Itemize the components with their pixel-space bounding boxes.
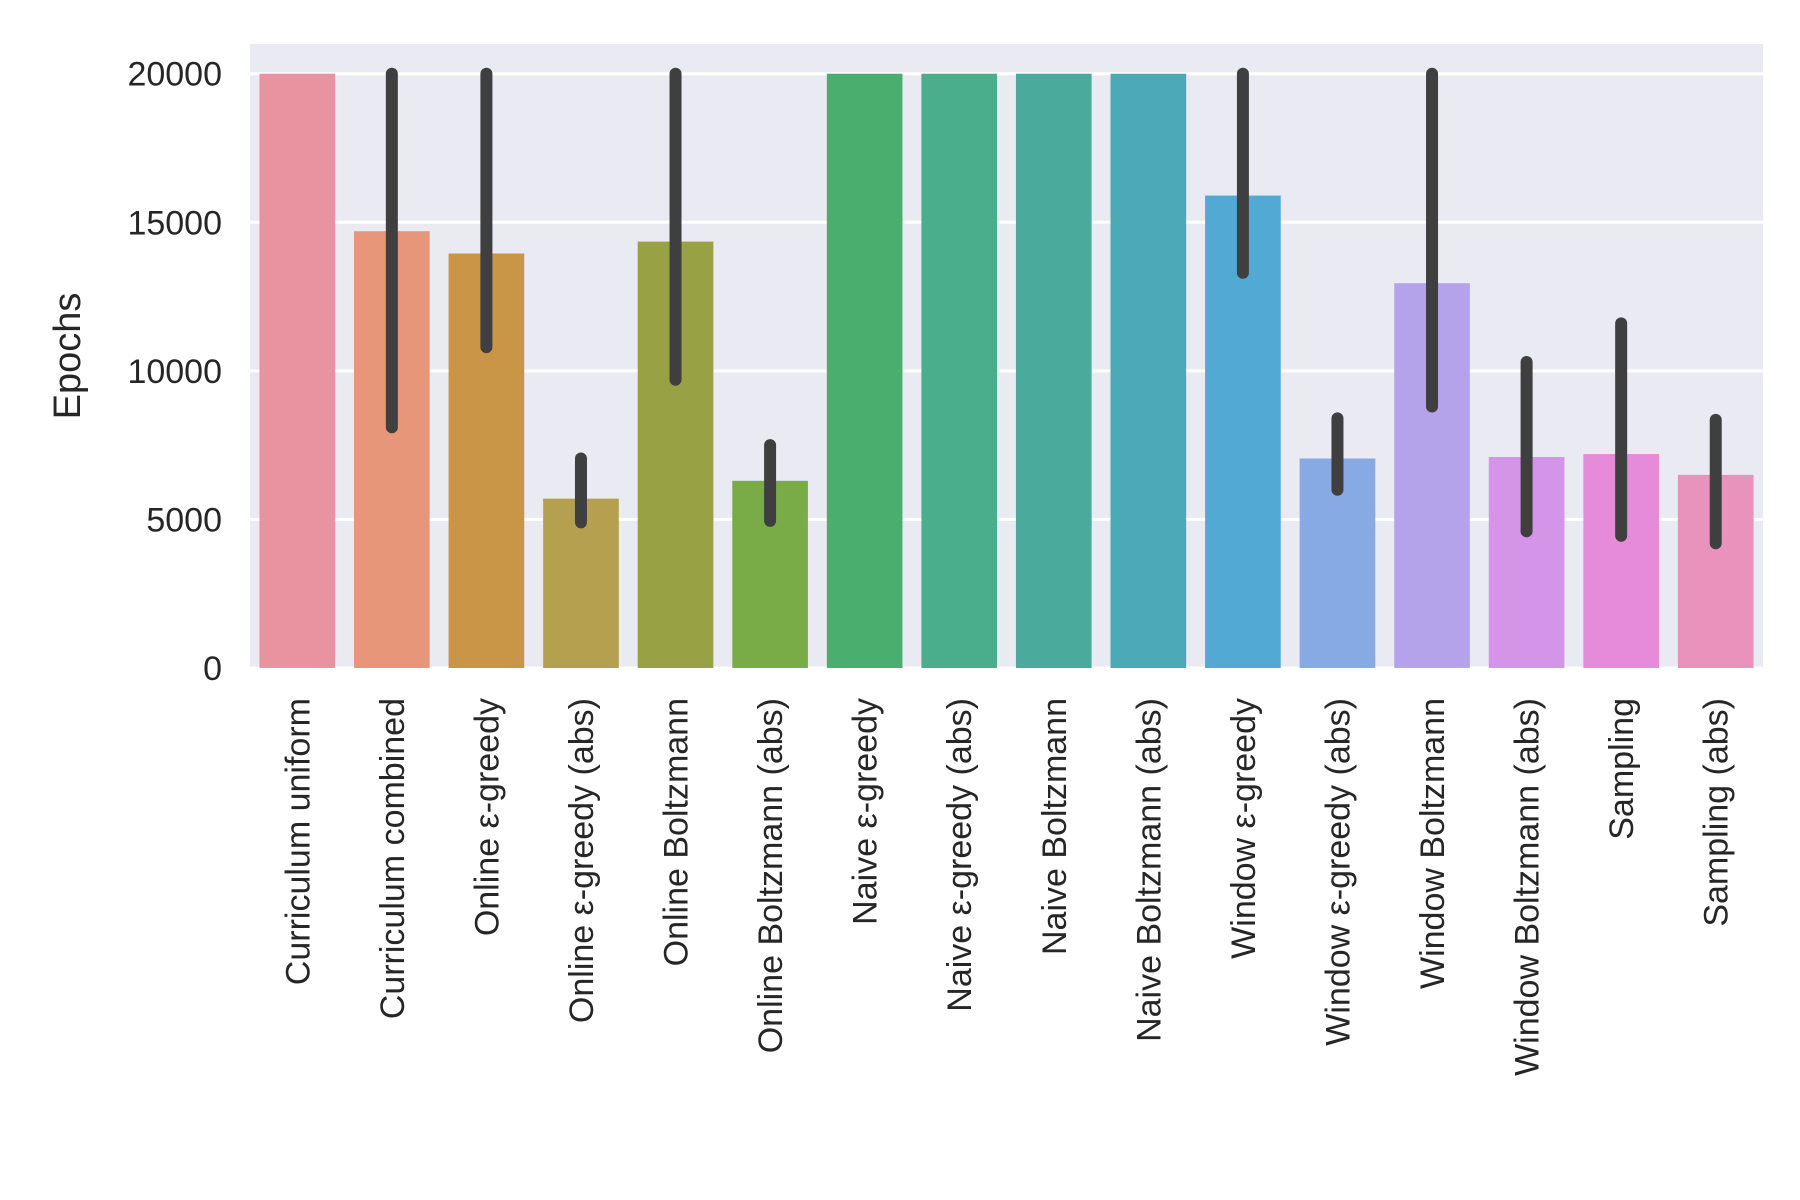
bar	[1110, 73, 1187, 668]
x-tick-label: Online ε-greedy	[468, 698, 506, 936]
bars	[259, 73, 1754, 669]
x-tick-label: Naive Boltzmann	[1036, 698, 1074, 955]
x-tick-labels: Curriculum uniform Curriculum combined Onl…	[279, 698, 1735, 1076]
bar	[259, 73, 336, 668]
y-tick-label: 0	[203, 650, 222, 688]
bar	[1015, 73, 1092, 668]
y-axis-label: Epochs	[47, 293, 89, 420]
x-tick-label: Naive ε-greedy	[847, 698, 885, 925]
x-tick-label: Online Boltzmann	[658, 698, 696, 966]
y-tick-label: 10000	[127, 353, 222, 391]
y-tick-label: 20000	[127, 56, 222, 94]
y-tick-label: 5000	[146, 501, 222, 539]
x-tick-label: Online ε-greedy (abs)	[563, 698, 601, 1023]
x-tick-label: Naive Boltzmann (abs)	[1130, 698, 1168, 1042]
x-tick-label: Online Boltzmann (abs)	[752, 698, 790, 1053]
y-tick-label: 15000	[127, 204, 222, 242]
x-tick-label: Sampling (abs)	[1698, 698, 1736, 927]
bar	[921, 73, 998, 668]
x-tick-label: Naive ε-greedy (abs)	[941, 698, 979, 1012]
x-tick-label: Curriculum uniform	[279, 698, 317, 985]
x-tick-label: Window Boltzmann	[1414, 698, 1452, 989]
error-bars	[385, 67, 1722, 550]
x-tick-label: Window ε-greedy	[1225, 698, 1263, 959]
x-tick-label: Window ε-greedy (abs)	[1319, 698, 1357, 1046]
x-tick-label: Window Boltzmann (abs)	[1509, 698, 1547, 1076]
y-tick-labels: 0 5000 10000 15000 20000	[127, 56, 222, 688]
x-tick-label: Curriculum combined	[374, 698, 412, 1019]
x-tick-label: Sampling	[1603, 698, 1641, 840]
bar	[826, 73, 903, 668]
